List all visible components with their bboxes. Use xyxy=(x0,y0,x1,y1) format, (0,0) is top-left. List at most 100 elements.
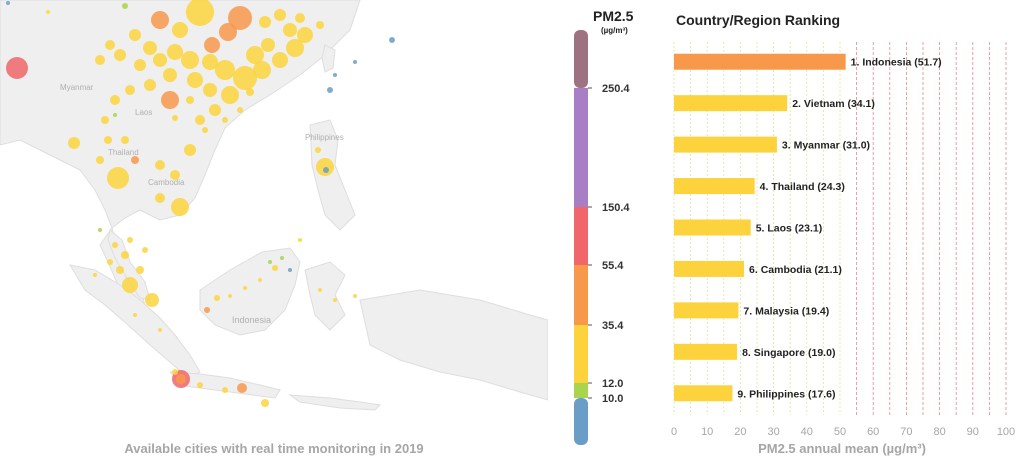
malay-peninsula xyxy=(107,229,151,301)
legend-tick-label: 55.4 xyxy=(602,260,624,272)
bar[interactable] xyxy=(674,343,738,360)
city-dot xyxy=(297,27,313,43)
city-dot xyxy=(151,11,169,29)
city-dot xyxy=(6,57,28,79)
city-dot xyxy=(237,107,243,113)
bar[interactable] xyxy=(674,302,739,319)
city-dot xyxy=(163,68,177,82)
city-dot xyxy=(121,136,129,144)
map-caption: Available cities with real time monitori… xyxy=(124,441,424,456)
city-dot xyxy=(116,266,124,274)
city-dot xyxy=(122,3,128,9)
bar[interactable] xyxy=(674,136,777,153)
bar-label: 7. Malaysia (19.4) xyxy=(743,305,829,317)
x-tick-label: 0 xyxy=(671,426,677,438)
bar-label: 9. Philippines (17.6) xyxy=(737,388,835,400)
city-dot xyxy=(127,237,133,243)
city-dot xyxy=(295,13,305,23)
pm25-legend: 250.4 150.4 55.4 35.4 12.0 10.0 xyxy=(574,30,630,445)
x-tick-label: 40 xyxy=(801,426,813,438)
city-dot xyxy=(261,399,269,407)
city-dot xyxy=(112,242,118,248)
legend-band xyxy=(574,398,588,445)
city-dot xyxy=(144,79,156,91)
chart-grid xyxy=(673,42,1007,415)
x-axis-label: PM2.5 annual mean (µg/m³) xyxy=(758,441,926,456)
city-dot xyxy=(204,307,210,313)
bar[interactable] xyxy=(674,260,745,277)
city-dot xyxy=(243,286,247,290)
city-dot xyxy=(315,147,321,153)
city-dot xyxy=(195,115,205,125)
city-dot xyxy=(272,265,278,271)
city-dot xyxy=(222,387,228,393)
city-dot xyxy=(316,21,324,29)
legend-band xyxy=(574,265,588,325)
legend-band xyxy=(574,88,588,207)
bar[interactable] xyxy=(674,219,751,236)
bar[interactable] xyxy=(674,385,733,402)
city-dot xyxy=(155,160,165,170)
city-dot xyxy=(246,88,254,96)
city-dot xyxy=(170,170,180,180)
city-dot xyxy=(333,298,337,302)
city-dot xyxy=(204,37,220,53)
legend-unit: (µg/m³) xyxy=(601,26,628,35)
legend-tick-label: 35.4 xyxy=(602,320,624,332)
x-tick-label: 50 xyxy=(834,426,846,438)
label-cambodia: Cambodia xyxy=(148,178,185,187)
taiwan-landmass xyxy=(321,44,336,73)
city-markers xyxy=(6,0,395,407)
city-dot xyxy=(96,156,104,164)
x-tick-label: 60 xyxy=(867,426,879,438)
legend-band xyxy=(574,207,588,265)
city-dot xyxy=(68,137,80,149)
chart-x-ticks: 0 10 20 30 40 50 60 70 80 90 100 xyxy=(671,426,1015,438)
city-dot xyxy=(261,38,275,52)
city-dot xyxy=(274,9,286,21)
city-dot xyxy=(142,247,148,253)
bar-label: 5. Laos (23.1) xyxy=(756,223,823,235)
city-dot xyxy=(203,83,217,97)
bar[interactable] xyxy=(674,95,788,112)
city-dot xyxy=(121,251,129,259)
city-dot xyxy=(288,268,292,272)
label-myanmar: Myanmar xyxy=(60,83,94,92)
label-thailand: Thailand xyxy=(108,148,139,157)
ranking-title: Country/Region Ranking xyxy=(676,12,841,28)
bar-label: 4. Thailand (24.3) xyxy=(760,181,845,193)
city-dot xyxy=(389,37,395,43)
lesser-sunda-landmass xyxy=(288,394,382,411)
city-dot xyxy=(145,293,159,307)
legend-tick-label: 250.4 xyxy=(602,83,630,95)
city-dot xyxy=(133,313,137,317)
city-dot xyxy=(272,52,288,68)
bar-label: 1. Indonesia (51.7) xyxy=(851,57,942,69)
city-dot xyxy=(153,53,167,67)
city-dot xyxy=(172,115,178,121)
legend-bands xyxy=(574,30,588,445)
city-dot xyxy=(258,278,262,282)
legend-band xyxy=(574,30,588,88)
city-dot xyxy=(105,40,115,50)
city-dot xyxy=(333,73,337,77)
city-dot xyxy=(221,86,239,104)
bar-label: 2. Vietnam (34.1) xyxy=(792,98,875,110)
city-dot xyxy=(107,259,113,265)
legend-tick-label: 150.4 xyxy=(602,202,630,214)
city-dot xyxy=(167,44,183,60)
city-dot xyxy=(129,29,141,41)
city-dot xyxy=(298,238,302,242)
city-dot xyxy=(209,104,221,116)
city-dot xyxy=(158,328,162,332)
city-dot xyxy=(187,72,203,88)
legend-band xyxy=(574,383,588,398)
city-dot xyxy=(171,198,189,216)
x-tick-label: 70 xyxy=(900,426,912,438)
x-tick-label: 80 xyxy=(933,426,945,438)
bar[interactable] xyxy=(674,178,755,195)
city-map[interactable]: Myanmar Laos Thailand Cambodia Philippin… xyxy=(0,0,548,440)
city-dot xyxy=(286,39,304,57)
bar[interactable] xyxy=(674,53,846,70)
city-dot xyxy=(125,85,135,95)
